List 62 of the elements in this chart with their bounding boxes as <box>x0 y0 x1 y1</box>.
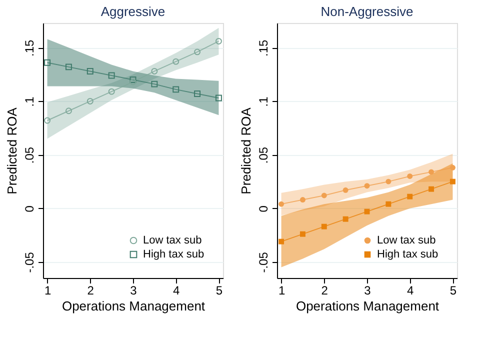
legend-label: Low tax sub <box>377 234 436 246</box>
x-tick-label: 3 <box>364 284 372 298</box>
point <box>407 194 413 200</box>
point <box>300 231 306 237</box>
point <box>300 197 306 203</box>
x-tick-label: 4 <box>407 284 414 298</box>
point <box>86 68 94 74</box>
point <box>194 90 201 97</box>
point <box>172 58 180 65</box>
point <box>450 178 456 184</box>
point <box>386 178 392 184</box>
y-tick-label: .05 <box>22 146 36 164</box>
point <box>44 59 51 66</box>
point <box>321 192 327 198</box>
point <box>407 173 413 179</box>
y-tick-label: 0 <box>256 205 270 212</box>
point <box>278 238 284 244</box>
point <box>386 201 392 207</box>
y-tick-label: .1 <box>256 96 270 107</box>
x-axis-title: Operations Management <box>62 298 206 314</box>
point <box>364 208 370 214</box>
y-tick-label: .15 <box>22 39 36 56</box>
point <box>428 169 434 175</box>
point <box>278 201 284 207</box>
point <box>151 80 158 88</box>
point <box>428 186 434 192</box>
chart-title: Aggressive <box>100 4 166 19</box>
point <box>450 164 456 170</box>
point <box>65 108 72 114</box>
y-tick-label: .1 <box>22 96 36 107</box>
legend-label: High tax sub <box>377 248 438 260</box>
x-tick-label: 4 <box>173 284 180 298</box>
chart-title: Non-Aggressive <box>320 4 414 19</box>
point <box>151 68 158 74</box>
y-axis-title: Predicted ROA <box>238 107 254 194</box>
y-tick-label: .05 <box>256 146 270 164</box>
y-tick-label: 0 <box>22 205 36 212</box>
point <box>321 224 327 230</box>
y-tick-label: -.05 <box>256 252 270 273</box>
point <box>364 183 370 189</box>
point <box>86 98 94 104</box>
point <box>215 94 222 102</box>
x-tick-label: 5 <box>450 284 457 298</box>
point <box>194 48 201 56</box>
point <box>342 216 348 222</box>
x-tick-label: 1 <box>44 284 52 298</box>
point <box>342 187 348 193</box>
x-tick-label: 5 <box>216 284 223 298</box>
x-tick-label: 2 <box>87 284 94 298</box>
y-tick-label: .15 <box>256 39 270 56</box>
point <box>108 72 115 79</box>
y-axis-title: Predicted ROA <box>4 107 20 194</box>
point <box>172 86 180 93</box>
point <box>65 64 72 70</box>
x-tick-label: 2 <box>321 284 328 298</box>
legend-label: Low tax sub <box>143 234 202 246</box>
y-tick-label: -.05 <box>22 252 36 273</box>
legend-label: High tax sub <box>143 248 204 260</box>
point <box>108 88 115 95</box>
x-tick-label: 3 <box>130 284 138 298</box>
x-axis-title: Operations Management <box>296 298 440 314</box>
x-tick-label: 1 <box>278 284 286 298</box>
